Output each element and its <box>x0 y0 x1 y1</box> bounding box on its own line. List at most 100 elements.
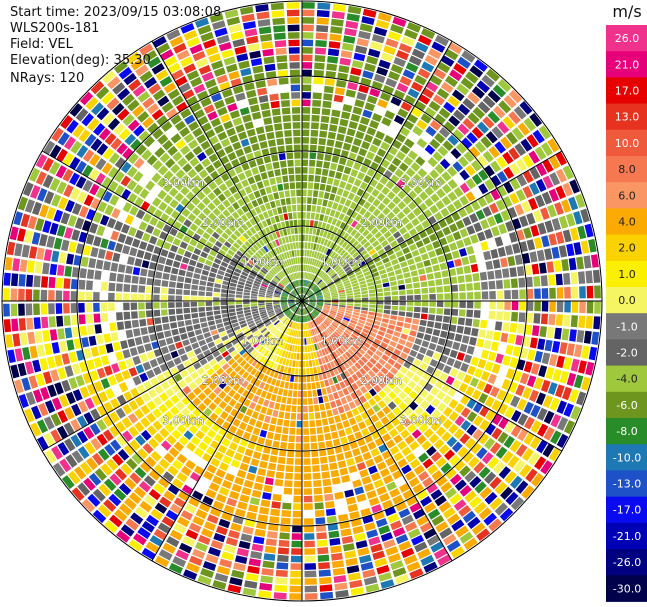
range-gate <box>332 235 339 243</box>
range-gate <box>349 201 357 210</box>
range-gate <box>569 329 577 342</box>
range-gate <box>180 333 188 341</box>
range-gate <box>100 355 110 366</box>
range-gate <box>372 137 382 147</box>
range-gate <box>239 462 249 472</box>
range-gate <box>469 496 482 509</box>
range-gate <box>188 259 197 267</box>
range-gate <box>522 185 533 199</box>
range-gate <box>316 294 323 297</box>
range-gate <box>368 285 375 290</box>
range-gate <box>354 254 362 261</box>
range-gate <box>293 383 298 390</box>
range-gate <box>360 283 367 288</box>
range-ring-label: 3.00km <box>400 414 442 427</box>
range-gate <box>407 113 419 124</box>
range-gate <box>342 142 352 151</box>
range-gate <box>272 409 279 418</box>
range-gate <box>396 371 405 380</box>
range-gate <box>271 501 281 509</box>
range-gate <box>34 330 43 344</box>
range-gate <box>304 338 307 345</box>
range-gate <box>357 322 364 328</box>
range-gate <box>412 276 420 283</box>
range-gate <box>405 452 416 463</box>
range-gate <box>497 170 508 183</box>
range-gate <box>396 82 409 93</box>
range-gate <box>232 117 243 126</box>
range-gate <box>303 435 310 443</box>
range-gate <box>266 408 273 416</box>
range-gate <box>322 230 328 238</box>
range-gate <box>454 460 466 472</box>
range-gate <box>471 126 484 139</box>
range-gate <box>525 468 538 483</box>
range-gate <box>348 121 358 130</box>
range-gate <box>391 310 398 316</box>
range-gate <box>275 426 283 434</box>
range-gate <box>320 272 327 279</box>
range-gate <box>374 244 383 252</box>
range-gate <box>303 450 311 458</box>
range-gate <box>328 455 337 463</box>
range-gate <box>314 175 321 183</box>
range-gate <box>289 427 296 435</box>
range-gate <box>243 145 252 154</box>
range-gate <box>242 114 252 123</box>
range-gate <box>33 317 41 330</box>
range-gate <box>184 250 192 258</box>
range-gate <box>168 343 176 352</box>
range-gate <box>386 345 395 353</box>
range-gate <box>345 557 358 567</box>
range-gate <box>417 68 431 79</box>
range-gate <box>259 33 273 42</box>
range-gate <box>370 161 379 171</box>
range-gate <box>496 389 507 401</box>
range-gate <box>556 287 564 299</box>
range-gate <box>392 16 407 27</box>
range-gate <box>408 243 417 252</box>
range-gate <box>522 252 531 264</box>
range-gate <box>331 552 343 561</box>
range-gate <box>530 224 540 237</box>
range-gate <box>258 590 272 599</box>
range-gate <box>393 362 402 370</box>
range-gate <box>328 259 334 266</box>
range-gate <box>320 263 326 270</box>
range-gate <box>319 271 325 278</box>
range-gate <box>302 204 307 212</box>
range-gate <box>317 280 324 286</box>
range-gate <box>375 312 383 318</box>
range-gate <box>329 241 335 249</box>
range-gate <box>191 253 199 261</box>
range-gate <box>466 225 476 235</box>
range-gate <box>256 11 270 20</box>
range-gate <box>332 275 339 281</box>
range-gate <box>207 315 214 321</box>
range-gate <box>347 348 355 356</box>
range-gate <box>353 306 361 310</box>
range-gate <box>254 528 266 537</box>
range-gate <box>371 34 385 44</box>
range-gate <box>384 291 391 296</box>
range-gate <box>302 54 313 62</box>
range-gate <box>513 459 526 473</box>
range-gate <box>492 84 507 98</box>
range-gate <box>333 359 339 367</box>
range-gate <box>130 284 138 293</box>
range-gate <box>548 188 560 202</box>
range-gate <box>167 251 176 260</box>
range-gate <box>440 330 448 339</box>
range-gate <box>206 311 214 317</box>
range-gate <box>440 207 450 218</box>
range-gate <box>135 364 145 374</box>
range-gate <box>319 261 324 269</box>
range-gate <box>231 158 240 168</box>
range-gate <box>294 345 298 353</box>
range-gate <box>396 357 405 365</box>
range-gate <box>134 258 143 267</box>
range-gate <box>335 237 342 244</box>
range-gate <box>54 354 63 367</box>
range-gate <box>358 30 371 40</box>
range-gate <box>324 295 331 298</box>
